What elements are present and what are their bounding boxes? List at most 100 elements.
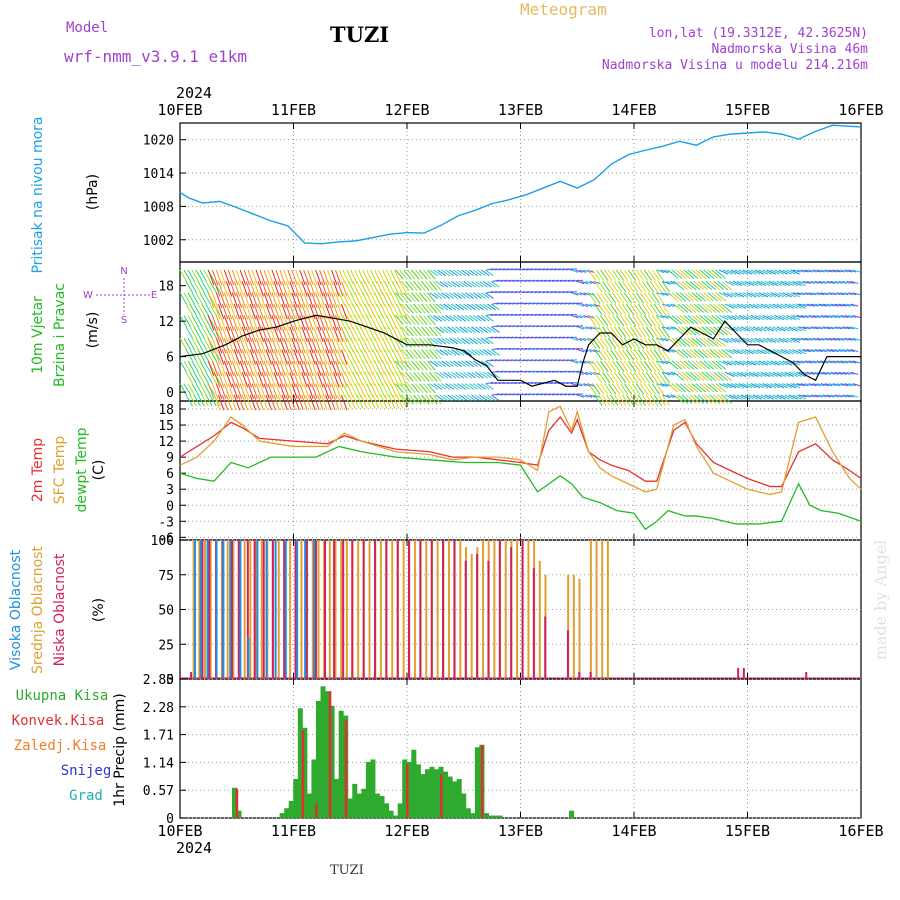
wind-barb [610,394,619,406]
wind-barb [800,360,809,364]
top-date-label: 10FEB [157,101,202,119]
wind-barb [283,360,290,377]
wind-barb [709,349,721,359]
wind-barb [321,394,328,411]
wind-barb [750,337,761,343]
precip-legend-2: Zaledj.Kisa [14,738,107,754]
wind-title-2: Brzina i Pravac [52,283,68,387]
wind-barb [205,372,213,384]
wind-barb [187,337,195,350]
wind-barb [677,349,689,359]
wind-barb [567,279,575,282]
wind-barb [629,394,639,406]
wind-barb [396,394,404,409]
wind-barb [762,383,773,389]
wind-barb [413,394,422,405]
wind-barb [756,394,767,400]
wind-barb [183,315,191,327]
wind-barb [207,292,215,308]
wind-barb [293,349,300,365]
wind-barb [764,326,775,332]
wind-barb [612,269,621,281]
wind-barb [315,269,322,286]
wind-barb [812,360,821,364]
wind-barb [366,292,374,307]
wind-barb [728,371,739,377]
wind-barb [506,336,514,339]
wind-barb [724,326,735,332]
wind-barb [243,360,251,377]
wind-barb [756,349,767,355]
wind-barb [518,268,526,271]
wind-barb [608,337,617,350]
wind-barb [209,303,217,316]
wind-barb [255,292,262,308]
wind-barb [423,269,432,280]
wind-barb [563,370,571,373]
wind-barb [221,326,229,343]
total-precip-bar [338,710,344,818]
wind-barb [547,302,556,305]
wind-barb [820,314,829,319]
wind-barb [782,337,792,343]
wind-barb [485,383,494,390]
wind-barb [722,315,733,321]
wind-barb [303,360,310,377]
wind-barb [701,303,713,313]
wind-barb [338,383,346,398]
wind-barb [441,383,451,390]
total-precip-bar [493,815,499,818]
wind-barb [776,394,787,400]
wind-barb [687,337,699,347]
wind-barb [541,268,550,271]
wind-barb [581,371,589,376]
wind-barb [195,315,203,327]
wind-barb [600,269,609,281]
wind-barb [213,303,221,320]
wind-barb [441,360,451,368]
wind-barb [559,393,567,396]
wind-barb [193,372,201,384]
wind-barb [427,383,436,394]
wind-barb [195,269,203,282]
wind-barb [758,315,769,321]
wind-barb [429,371,438,382]
wind-barb [551,393,560,396]
wind-barb [619,292,629,304]
wind-barb [189,394,197,407]
conv-precip-bar [480,744,484,818]
wind-barb [623,360,633,372]
wind-barb [732,303,743,309]
wind-barb [792,394,802,400]
wind-barb [516,325,524,328]
wind-barb [199,292,207,305]
wind-barb [279,269,286,286]
wind-barb [784,371,794,377]
wind-barb [705,371,717,382]
y-tick-label: 1014 [143,167,174,182]
total-precip-bar [325,691,331,818]
wind-barb [713,394,725,404]
wind-barb [263,269,270,286]
total-precip-bar [311,759,317,818]
wind-barb [711,383,723,393]
wind-barb [315,383,322,399]
wind-barb [850,326,859,330]
wind-barb [569,336,577,339]
wind-barb [736,326,747,332]
wind-barb [540,325,548,328]
wind-barb [840,337,849,341]
wind-barb [433,281,442,291]
wind-barb [559,325,567,328]
wind-barb [289,372,296,388]
wind-barb [828,314,837,319]
wind-barb [427,360,436,371]
total-precip-bar [434,769,440,818]
wind-barb [802,371,811,375]
wind-barb [243,338,251,354]
wind-barb [734,315,745,321]
wind-barb [221,394,229,411]
wind-barb [382,383,390,398]
wind-barb [667,383,679,393]
wind-barb [243,315,251,331]
